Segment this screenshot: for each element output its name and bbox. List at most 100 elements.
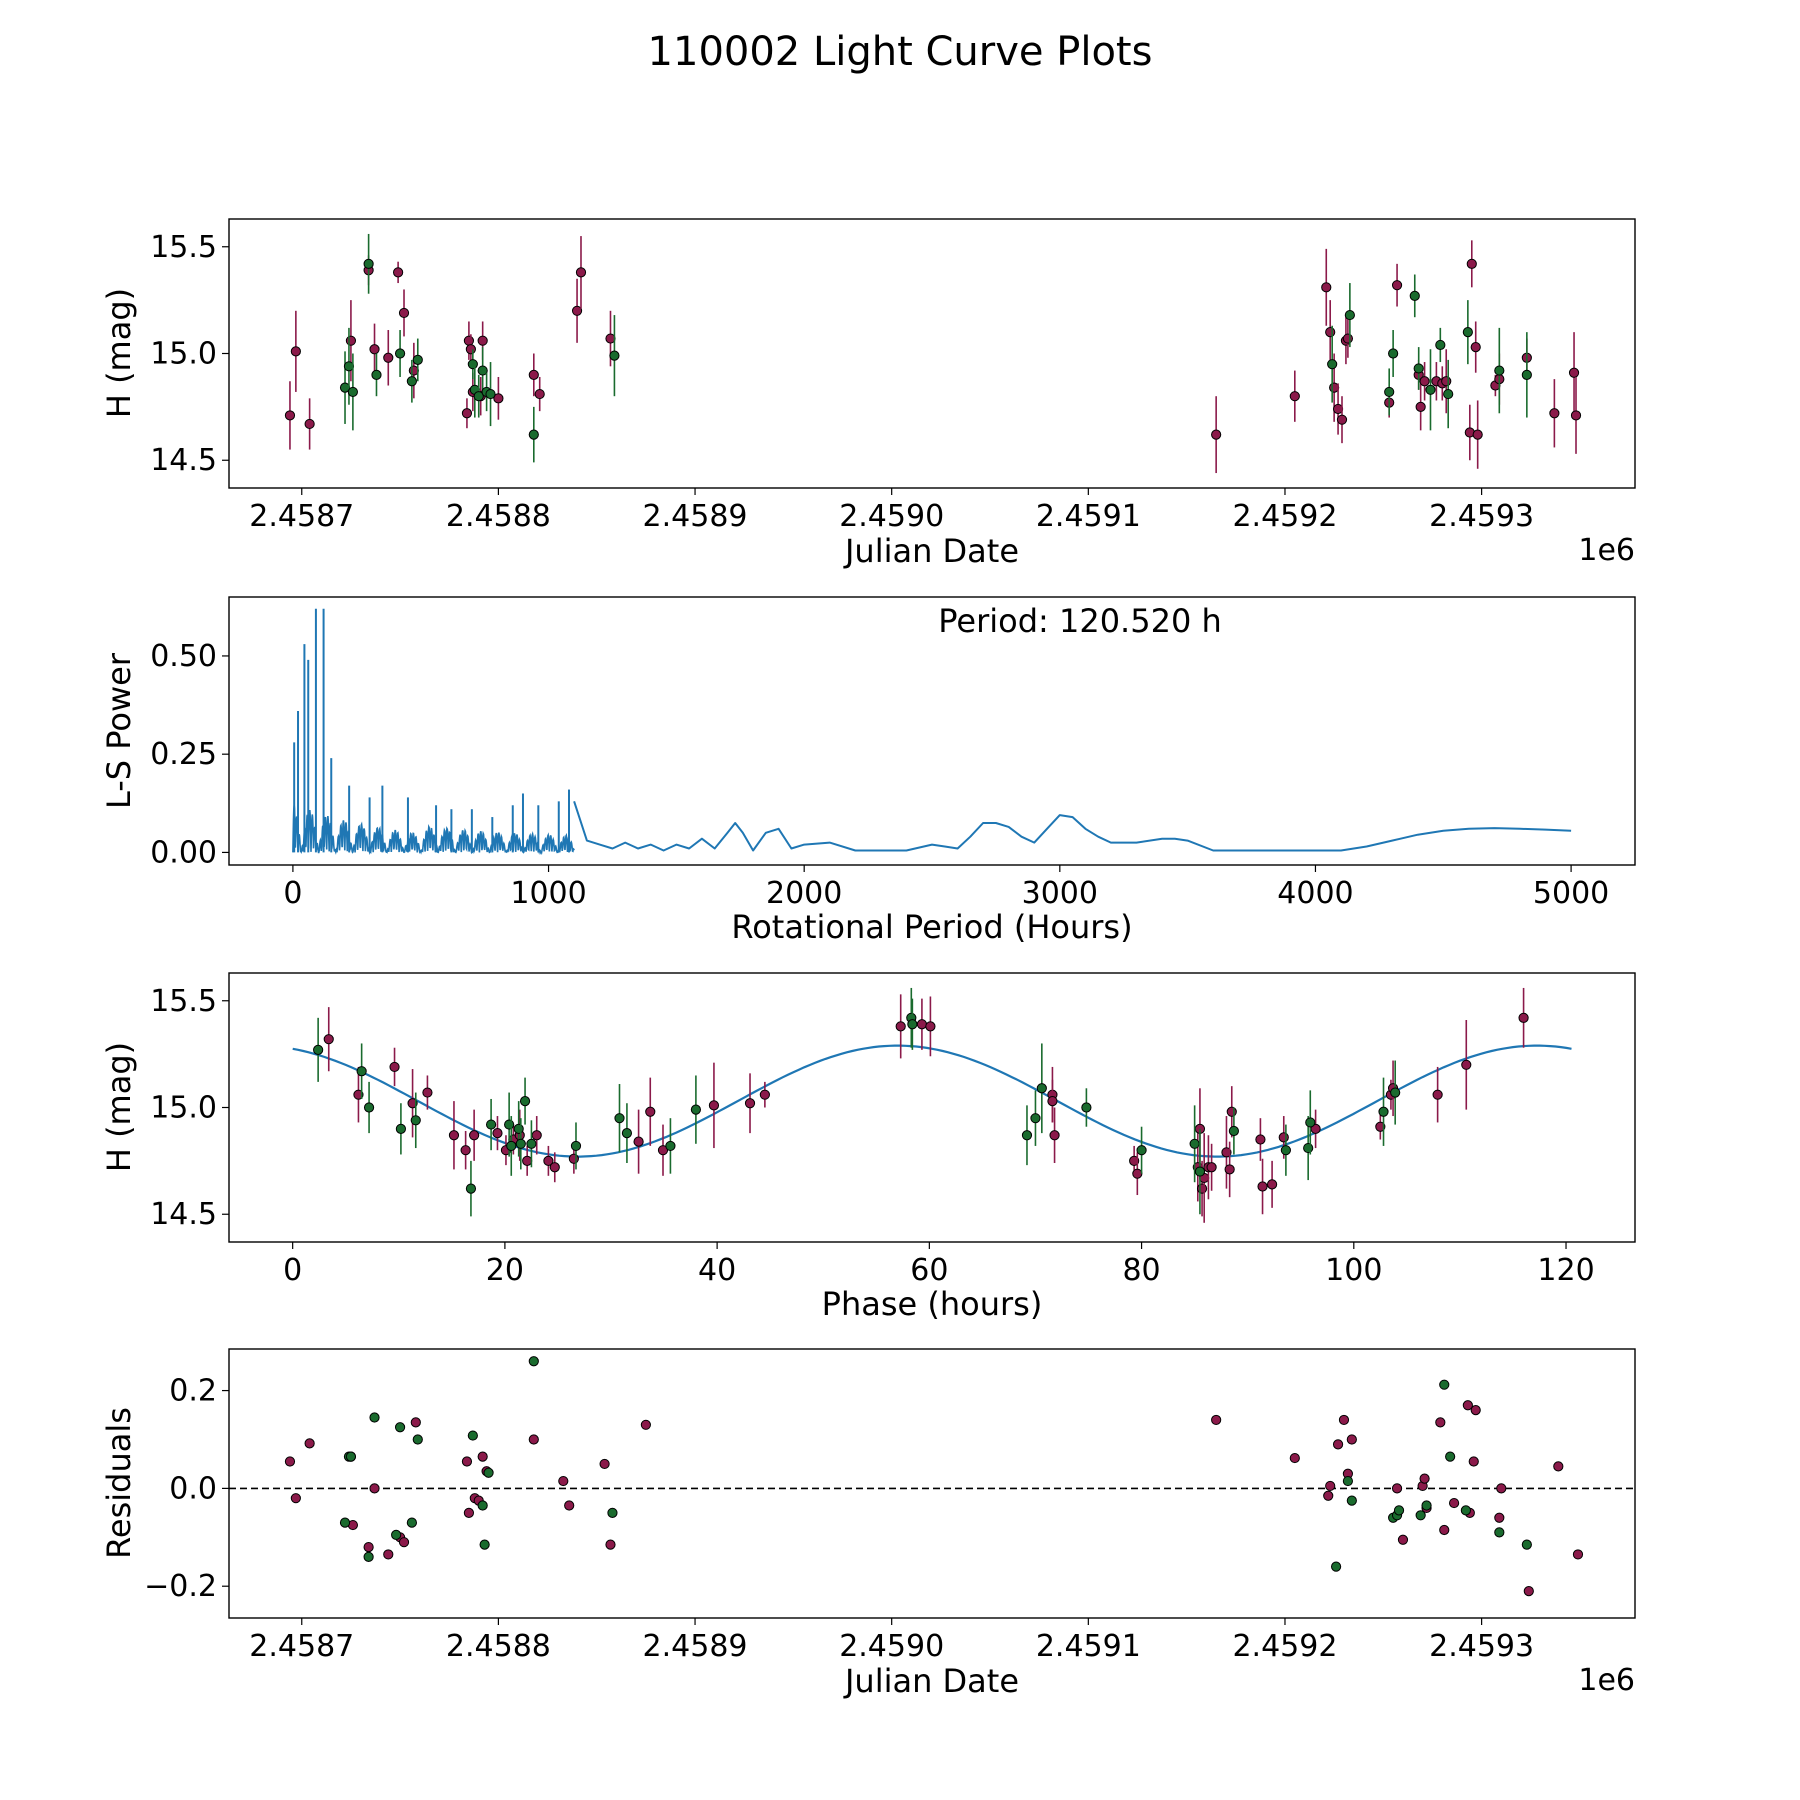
lightcurve-point: [477, 335, 488, 346]
phased-point: [1461, 1059, 1472, 1070]
residuals-point: [599, 1458, 610, 1470]
phased-point: [665, 1140, 676, 1152]
residuals-point: [477, 1451, 488, 1462]
phased-point: [460, 1145, 471, 1156]
phased-point: [1255, 1134, 1266, 1145]
lightcurve-point: [369, 344, 380, 355]
phased-point: [744, 1098, 756, 1109]
residuals-point: [1445, 1451, 1456, 1462]
lightcurve-point: [363, 258, 374, 269]
residuals-point: [284, 1456, 296, 1467]
lightcurve-data: [284, 233, 1582, 474]
lightcurve-point: [1413, 363, 1424, 374]
lightcurve-point: [1391, 280, 1403, 291]
lightcurve-point: [465, 344, 476, 355]
phased-point: [1257, 1181, 1268, 1192]
residuals-point: [479, 1539, 490, 1550]
phased-point: [1226, 1106, 1237, 1117]
lightcurve-ylabel: H (mag): [100, 288, 138, 418]
residuals-point: [1419, 1473, 1430, 1484]
residuals-point: [461, 1456, 473, 1467]
phased-point: [759, 1089, 770, 1100]
residuals-point: [1391, 1483, 1403, 1494]
residuals-panel: 2.4587 2.4588 2.4589 2.4590 2.4591 2.4592 2.45…: [100, 1348, 1636, 1700]
lightcurve-point: [1425, 384, 1436, 395]
lightcurve-xtick-label: 2.4593: [1429, 499, 1534, 534]
phased-point: [1375, 1121, 1386, 1132]
lightcurve-xtick-label: 2.4591: [1036, 499, 1141, 534]
lightcurve-point: [1321, 282, 1332, 293]
residuals-point: [1415, 1510, 1426, 1521]
phased-xtick-label: 0: [283, 1253, 302, 1288]
lightcurve-point: [1462, 327, 1473, 338]
phased-point: [515, 1138, 526, 1149]
lightcurve-panel: 2.4587 2.4588 2.4589 2.4590 2.4591 2.4592 2.45…: [100, 218, 1636, 570]
lightcurve-xtick-label: 2.4589: [643, 499, 748, 534]
phased-point: [1378, 1106, 1389, 1117]
lightcurve-ytick-label: 15.0: [150, 337, 217, 372]
phased-point: [1030, 1113, 1041, 1124]
lightcurve-point: [304, 418, 315, 430]
phased-point: [633, 1136, 644, 1147]
lightcurve-point: [284, 410, 296, 421]
residuals-point: [391, 1529, 402, 1540]
phased-point: [465, 1183, 477, 1194]
residuals-point: [363, 1541, 374, 1553]
phased-point: [1136, 1145, 1147, 1156]
residuals-ytick-label: 0.0: [169, 1471, 217, 1506]
figure-title: 110002 Light Curve Plots: [648, 29, 1153, 75]
phased-point: [504, 1119, 515, 1130]
residuals-point: [467, 1430, 478, 1441]
residuals-point: [345, 1451, 357, 1462]
phased-point: [506, 1140, 517, 1152]
residuals-point: [640, 1419, 651, 1430]
lightcurve-point: [1568, 367, 1580, 378]
lightcurve-point: [485, 388, 496, 400]
lightcurve-point: [1466, 258, 1477, 269]
residuals-point: [1521, 1539, 1532, 1550]
periodogram-xtick-label: 3000: [1022, 876, 1098, 911]
periodogram-frame: [228, 596, 1636, 866]
lightcurve-point: [398, 307, 410, 319]
lightcurve-point: [609, 350, 620, 361]
phased-point: [1266, 1179, 1278, 1190]
lightcurve-point: [1289, 391, 1300, 402]
residuals-point: [1572, 1549, 1584, 1560]
lightcurve-xlabel: Julian Date: [843, 532, 1019, 570]
residuals-point: [1289, 1452, 1300, 1464]
phased-ytick-label: 15.5: [150, 984, 217, 1019]
phased-xlabel: Phase (hours): [822, 1285, 1043, 1323]
residuals-point: [1342, 1475, 1354, 1487]
period-annotation: Period: 120.520 h: [938, 602, 1222, 640]
phased-point: [1129, 1155, 1140, 1166]
lightcurve-point: [477, 365, 488, 376]
residuals-point: [1331, 1561, 1342, 1572]
lightcurve-point: [1521, 369, 1532, 380]
periodogram-xtick-label: 4000: [1277, 876, 1353, 911]
phased-point: [1196, 1183, 1208, 1194]
phased-point: [1081, 1102, 1092, 1113]
phased-panel: 0 20 40 60 80 100 120 14.5 15.0 15.5 Phase (hours…: [100, 972, 1636, 1323]
phased-point: [621, 1128, 633, 1139]
residuals-point: [1553, 1461, 1564, 1472]
residuals-point: [412, 1434, 423, 1445]
phased-point: [708, 1100, 720, 1111]
phased-point: [1224, 1164, 1235, 1175]
lightcurve-point: [371, 369, 382, 380]
lightcurve-point: [1415, 401, 1426, 412]
residuals-ytick-label: −0.2: [144, 1569, 217, 1604]
residuals-point: [1325, 1480, 1336, 1492]
residuals-point: [290, 1493, 301, 1504]
residuals-point: [394, 1422, 406, 1433]
lightcurve-point: [571, 305, 583, 316]
phased-point: [614, 1113, 625, 1124]
phased-point: [690, 1104, 701, 1115]
phased-point: [645, 1106, 656, 1117]
residuals-point: [1523, 1586, 1534, 1597]
periodogram-ytick-label: 0.50: [150, 639, 217, 674]
phased-point: [410, 1115, 421, 1126]
lightcurve-point: [467, 359, 478, 370]
residuals-point: [1468, 1456, 1479, 1467]
residuals-point: [398, 1537, 410, 1548]
residuals-point: [1397, 1534, 1409, 1545]
